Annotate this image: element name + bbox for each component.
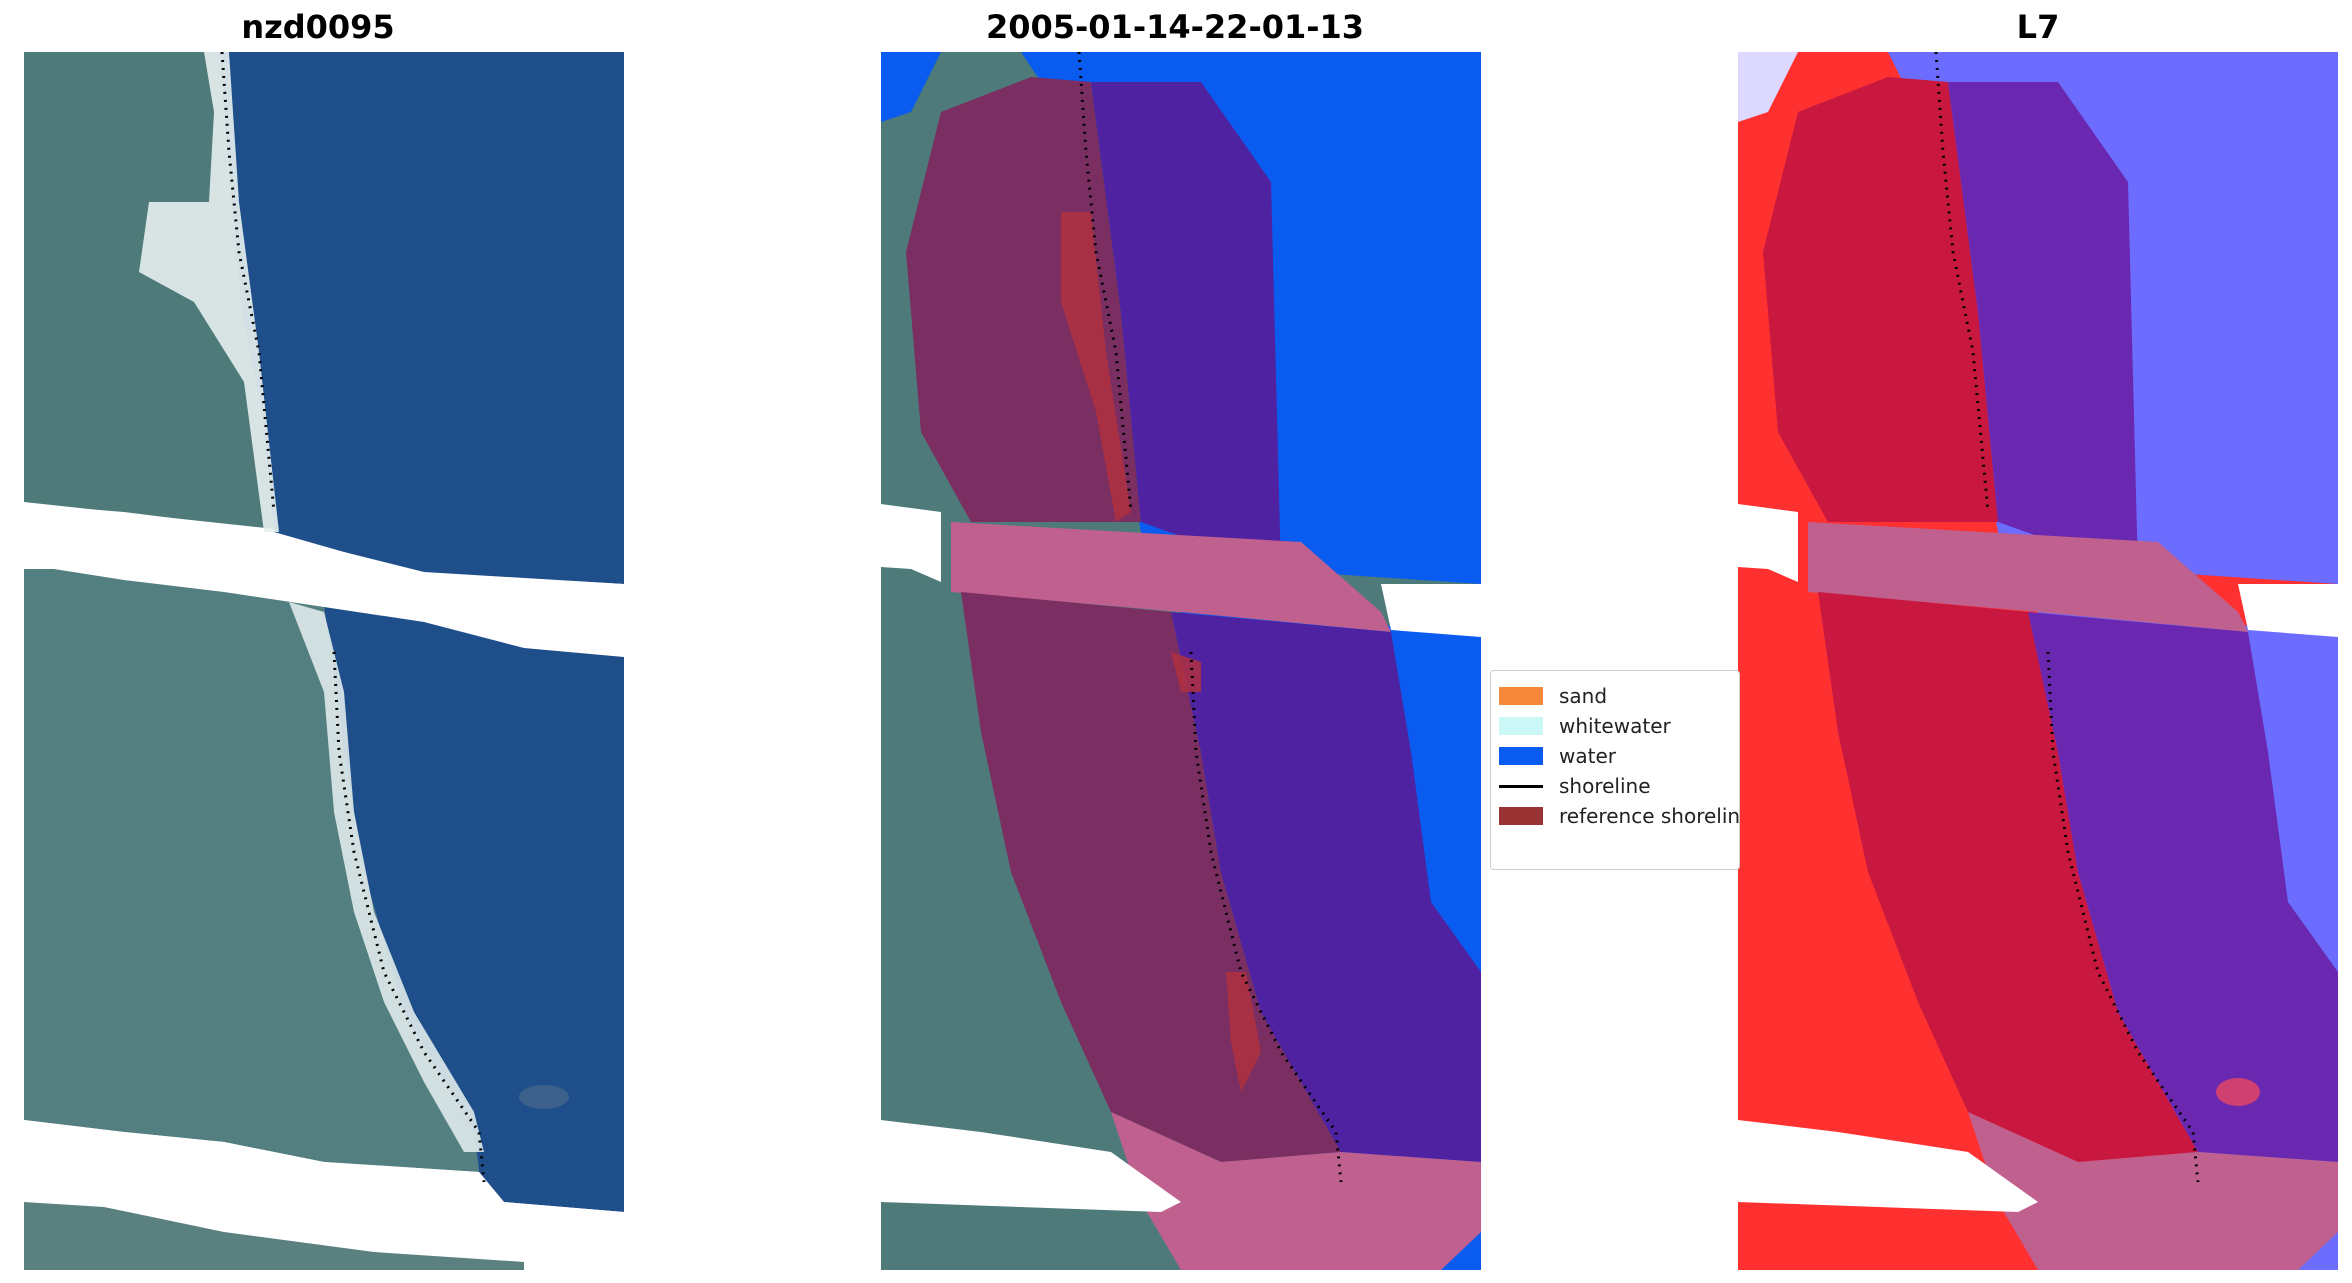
left-panel-title: nzd0095 (241, 8, 395, 46)
l7-sea-feature (2216, 1078, 2260, 1106)
legend-item-whitewater: whitewater (1499, 711, 1671, 741)
l7-corner-white (1738, 52, 1798, 122)
upper-strip-beach (139, 52, 279, 532)
l7-gap-right (2238, 584, 2338, 637)
water-swatch (1499, 747, 1543, 765)
l7-buffer-pink-mid (1808, 522, 2248, 632)
classification-panel (881, 52, 1481, 1270)
reference-shoreline-patch-1 (1061, 212, 1131, 522)
rgb-image-panel (24, 52, 624, 1270)
shoreline (1077, 52, 1133, 513)
upper-strip-sea (219, 52, 624, 584)
classification-image (881, 52, 1481, 1270)
image-gap-bottom (881, 1120, 1181, 1212)
buffer-zone-water-2 (1171, 612, 1481, 1162)
legend-label-whitewater: whitewater (1559, 714, 1671, 738)
sand-swatch (1499, 687, 1543, 705)
image-gap (881, 504, 941, 582)
rgb-satellite-image (24, 52, 624, 1270)
legend-item-water: water (1499, 741, 1616, 771)
water-patch-top (881, 52, 941, 122)
shoreline-swatch (1499, 784, 1543, 788)
l7-buffer-land (1763, 77, 1998, 522)
l7-buffer-water-2 (2028, 612, 2338, 1162)
buffer-zone-water (1091, 82, 1281, 572)
shoreline (1934, 52, 1990, 513)
reference-shoreline-patch-3 (1226, 972, 1261, 1092)
l7-buffer-water (1948, 82, 2138, 572)
l7-image (1738, 52, 2338, 1270)
l7-gap-bottom (1738, 1120, 2038, 1212)
image-gap-1 (24, 504, 624, 657)
lower-strip-land (24, 569, 479, 1172)
legend: sand whitewater water shoreline referenc… (1490, 670, 1740, 870)
buffer-zone-land (906, 77, 1141, 522)
l7-buffer-pink-bottom (1968, 1112, 2338, 1270)
legend-label-water: water (1559, 744, 1616, 768)
middle-panel-title: 2005-01-14-22-01-13 (985, 8, 1365, 46)
lower-strip-sea (324, 607, 624, 1212)
legend-item-sand: sand (1499, 681, 1607, 711)
legend-label-shoreline: shoreline (1559, 774, 1651, 798)
reference-shoreline-patch-2 (1171, 652, 1201, 692)
bottom-strip (24, 1202, 524, 1270)
right-panel-title: L7 (2016, 8, 2060, 46)
l7-buffer-land-2 (1818, 592, 2198, 1162)
lower-strip-beach (289, 602, 484, 1152)
legend-label-reference-shoreline: reference shoreline (1559, 804, 1740, 828)
image-gap-right (1381, 584, 1481, 637)
buffer-pink-bottom (1111, 1112, 1481, 1270)
legend-item-reference-shoreline: reference shoreline (1499, 801, 1740, 831)
buffer-pink-mid (951, 522, 1391, 632)
l7-gap (1738, 504, 1798, 582)
l7-panel (1738, 52, 2338, 1270)
shoreline (220, 52, 276, 513)
reference-shoreline-swatch (1499, 807, 1543, 825)
sea-feature (519, 1085, 569, 1109)
whitewater-swatch (1499, 717, 1543, 735)
legend-label-sand: sand (1559, 684, 1608, 708)
legend-item-shoreline: shoreline (1499, 771, 1651, 801)
